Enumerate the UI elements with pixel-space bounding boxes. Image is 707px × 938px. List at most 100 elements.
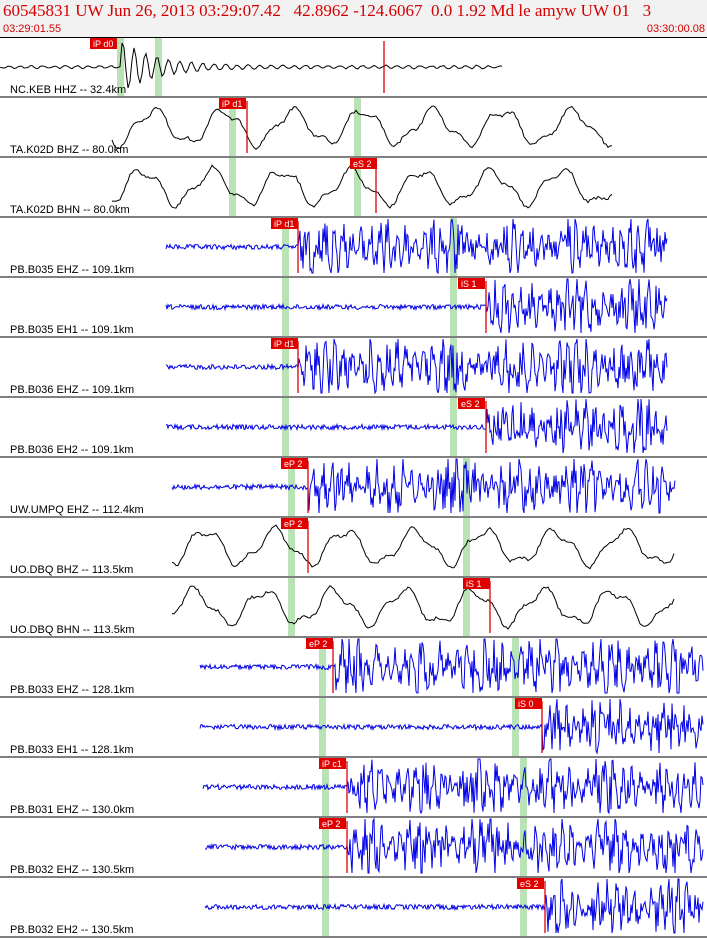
pick-label: iS 0 <box>518 699 534 709</box>
waveform <box>112 164 613 209</box>
phase-window <box>512 638 519 696</box>
pick-flag[interactable] <box>458 398 485 409</box>
station-label: PB.B035 EHZ -- 109.1km <box>10 264 134 276</box>
start-time: 03:29:01.55 <box>3 23 62 35</box>
pick-flag[interactable] <box>271 218 298 229</box>
pick-flag[interactable] <box>271 338 298 349</box>
pick-label: iS 1 <box>461 279 477 289</box>
phase-window <box>322 758 329 816</box>
trace-row[interactable]: iP d1 PB.B035 EHZ -- 109.1km <box>0 218 707 278</box>
waveform <box>171 458 676 514</box>
pick-flag[interactable] <box>281 458 308 469</box>
station-label: TA.K02D BHZ -- 80.0km <box>10 144 128 156</box>
pick-label: eP 2 <box>309 639 327 649</box>
station-label: PB.B032 EHZ -- 130.5km <box>10 864 134 876</box>
station-label: PB.B031 EHZ -- 130.0km <box>10 804 134 816</box>
pick-label: eP 2 <box>284 459 302 469</box>
phase-window <box>282 278 289 336</box>
event-title: 60545831 UW Jun 26, 2013 03:29:07.42 42.… <box>3 1 652 20</box>
end-time: 03:30:00.08 <box>646 23 705 35</box>
trace-row[interactable]: eP 2 PB.B033 EHZ -- 128.1km <box>0 638 707 698</box>
phase-window <box>282 218 289 276</box>
phase-window <box>322 818 329 876</box>
phase-window <box>229 158 236 216</box>
trace-row[interactable]: eP 2 PB.B032 EHZ -- 130.5km <box>0 817 707 878</box>
waveform <box>171 584 675 630</box>
phase-window <box>288 458 295 516</box>
waveform <box>202 758 704 815</box>
station-label: UO.DBQ BHN -- 113.5km <box>10 624 135 636</box>
phase-window <box>155 38 162 96</box>
station-label: NC.KEB HHZ -- 32.4km <box>10 84 126 96</box>
pick-flag[interactable] <box>306 638 333 649</box>
phase-window <box>354 98 361 156</box>
pick-label: iP d1 <box>274 219 294 229</box>
station-label: PB.B033 EH1 -- 128.1km <box>10 744 134 756</box>
trace-row[interactable]: iS 1 UO.DBQ BHN -- 113.5km <box>0 578 707 638</box>
pick-flag[interactable] <box>350 158 377 169</box>
pick-label: iS 1 <box>466 579 482 589</box>
pick-label: eP 2 <box>284 519 302 529</box>
trace-row[interactable]: iP d1 PB.B036 EHZ -- 109.1km <box>0 338 707 398</box>
waveform <box>165 338 668 395</box>
trace-row[interactable]: iP d0 NC.KEB HHZ -- 32.4km <box>0 38 707 98</box>
phase-window <box>288 578 295 636</box>
seismogram-panel[interactable]: iP d0 NC.KEB HHZ -- 32.4km iP d1 TA.K02D BH… <box>0 37 707 938</box>
phase-window <box>520 758 527 816</box>
station-label: PB.B032 EH2 -- 130.5km <box>10 924 134 936</box>
pick-flag[interactable] <box>319 818 346 829</box>
station-label: PB.B036 EH2 -- 109.1km <box>10 444 134 456</box>
station-label: PB.B036 EHZ -- 109.1km <box>10 384 134 396</box>
trace-row[interactable]: eS 2 TA.K02D BHN -- 80.0km <box>0 158 707 218</box>
phase-window <box>229 98 236 156</box>
trace-row[interactable]: eS 2 PB.B032 EH2 -- 130.5km <box>0 878 707 938</box>
phase-window <box>450 218 457 276</box>
waveform <box>199 698 704 755</box>
pick-flag[interactable] <box>319 758 346 769</box>
pick-label: iP d1 <box>222 99 242 109</box>
pick-label: eS 2 <box>353 159 372 169</box>
pick-label: eS 2 <box>520 879 539 889</box>
waveform <box>0 42 503 89</box>
pick-label: iP c1 <box>322 759 342 769</box>
waveform <box>165 218 668 275</box>
trace-row[interactable]: iP d1 TA.K02D BHZ -- 80.0km <box>0 98 707 158</box>
phase-window <box>463 518 470 576</box>
pick-flag[interactable] <box>517 878 544 889</box>
station-label: UW.UMPQ EHZ -- 112.4km <box>10 504 144 516</box>
trace-row[interactable]: eP 2 UO.DBQ BHZ -- 113.5km <box>0 518 707 578</box>
station-label: PB.B033 EHZ -- 128.1km <box>10 684 134 696</box>
waveform <box>204 878 704 934</box>
trace-row[interactable]: eP 2 UW.UMPQ EHZ -- 112.4km <box>0 458 707 518</box>
phase-window <box>288 518 295 576</box>
trace-row[interactable]: iP c1 PB.B031 EHZ -- 130.0km <box>0 758 707 818</box>
trace-row[interactable]: iS 1 PB.B035 EH1 -- 109.1km <box>0 278 707 338</box>
pick-flag[interactable] <box>219 98 246 109</box>
pick-flag[interactable] <box>515 698 542 709</box>
phase-window <box>354 158 361 216</box>
pick-flag[interactable] <box>90 38 117 49</box>
pick-flag[interactable] <box>281 518 308 529</box>
waveform <box>204 817 704 874</box>
phase-window <box>450 278 457 336</box>
station-label: UO.DBQ BHZ -- 113.5km <box>10 564 133 576</box>
waveform <box>165 398 668 454</box>
pick-flag[interactable] <box>463 578 490 589</box>
waveform <box>171 524 675 570</box>
trace-row[interactable]: iS 0 PB.B033 EH1 -- 128.1km <box>0 698 707 758</box>
phase-window <box>117 38 124 96</box>
pick-label: iP d1 <box>274 339 294 349</box>
event-header: 60545831 UW Jun 26, 2013 03:29:07.42 42.… <box>0 0 707 37</box>
pick-label: eS 2 <box>461 399 480 409</box>
pick-label: eP 2 <box>322 819 340 829</box>
trace-row[interactable]: eS 2 PB.B036 EH2 -- 109.1km <box>0 398 707 458</box>
pick-label: iP d0 <box>93 39 113 49</box>
station-label: TA.K02D BHN -- 80.0km <box>10 204 130 216</box>
station-label: PB.B035 EH1 -- 109.1km <box>10 324 134 336</box>
pick-flag[interactable] <box>458 278 485 289</box>
waveform <box>111 105 613 150</box>
phase-window <box>463 578 470 636</box>
waveform <box>165 278 668 334</box>
waveform <box>199 638 704 694</box>
phase-window <box>319 698 326 756</box>
